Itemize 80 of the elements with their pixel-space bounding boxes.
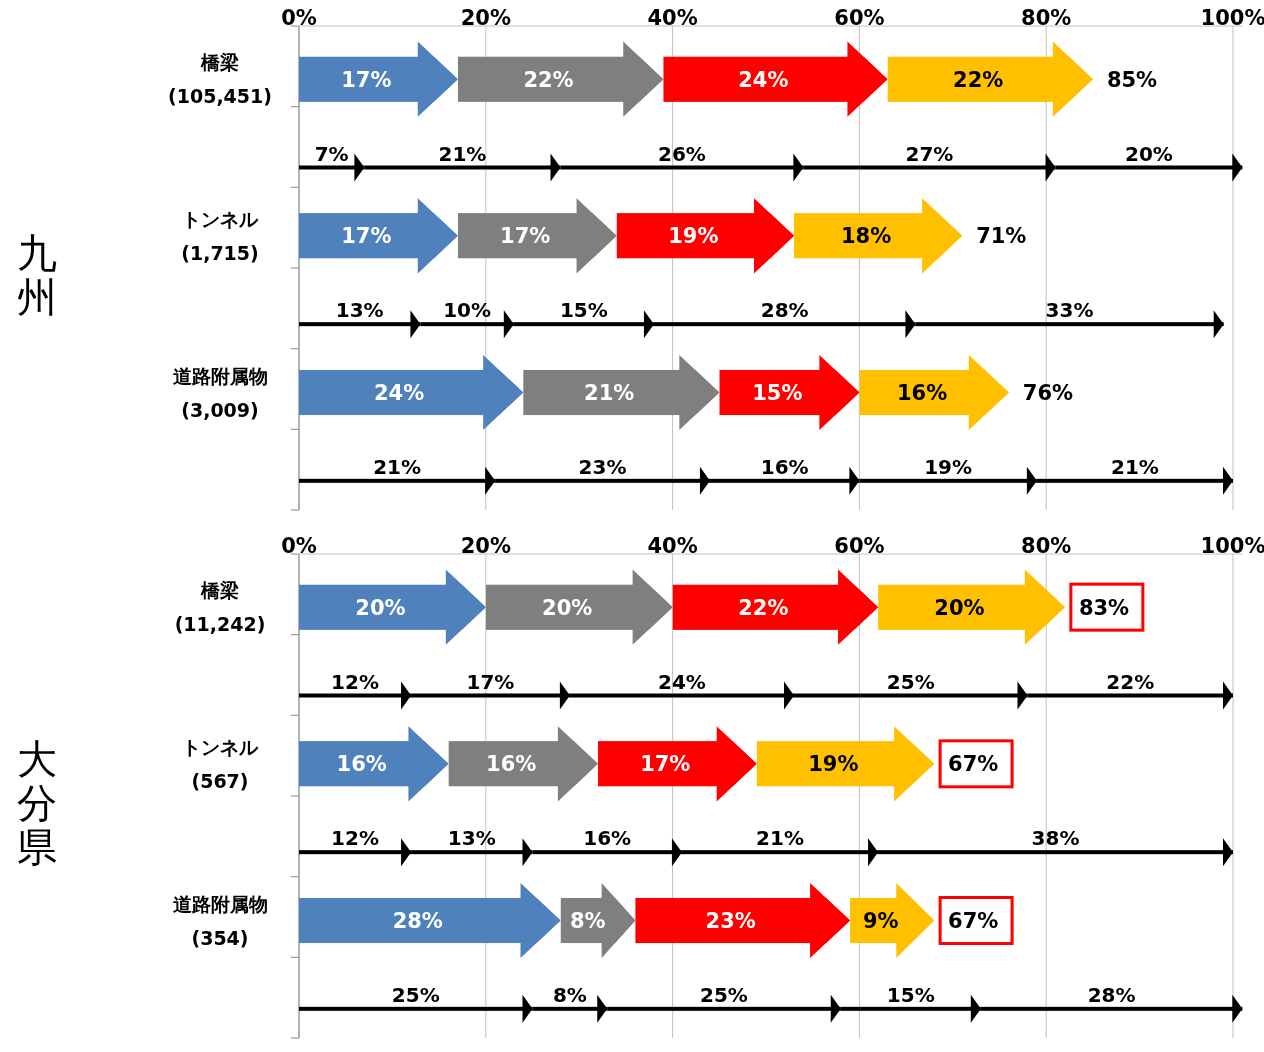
data-label: 12% [331,669,379,694]
x-tick-label: 20% [460,6,511,31]
data-label: 17% [500,224,551,249]
data-label: 9% [862,908,899,933]
y-tick-label: 道路附属物 (354) [172,892,268,949]
data-label: 8% [552,982,587,1007]
data-label: 24% [658,669,706,694]
data-label: 23% [705,908,756,933]
data-label: 17% [466,669,515,694]
y-tick-label: 橋梁 (11,242) [174,579,266,636]
data-label: 26% [658,141,706,166]
data-label: 16% [583,826,632,851]
data-label: 16% [896,380,948,405]
data-label: 21% [373,454,422,479]
data-label: 7% [314,141,349,166]
data-label: 28% [392,908,443,933]
data-label: 21% [584,380,635,405]
x-tick-label: 60% [834,534,885,559]
data-label: 21% [438,141,487,166]
data-label: 24% [373,380,425,405]
y-tick-label: 橋梁 (105,451) [168,51,272,108]
data-label: 19% [808,752,859,777]
data-label: 21% [756,826,804,851]
data-label: 38% [1031,826,1080,851]
data-label: 17% [341,224,392,249]
data-label: 12% [331,826,379,851]
data-label: 20% [355,595,406,620]
data-label: 10% [443,298,492,323]
data-label: 19% [668,224,719,249]
x-tick-label: 0% [281,6,317,31]
x-tick-label: 40% [647,6,698,31]
data-label: 20% [1125,141,1173,166]
total-label: 85% [1106,67,1158,92]
data-label: 15% [886,982,935,1007]
data-label: 28% [1087,982,1136,1007]
total-label: 76% [1022,380,1074,405]
data-label: 16% [336,752,387,777]
data-label: 27% [905,141,954,166]
data-label: 18% [840,224,892,249]
data-label: 25% [886,669,935,694]
data-label: 20% [934,595,985,620]
data-label: 19% [924,454,973,479]
data-label: 15% [559,298,608,323]
data-label: 28% [760,298,809,323]
data-label: 22% [1106,669,1155,694]
data-label: 13% [335,298,384,323]
data-label: 17% [640,752,691,777]
total-label: 67% [948,752,999,777]
text: 大分県 [17,736,57,870]
x-tick-label: 60% [834,6,885,31]
total-label: 71% [976,224,1027,249]
data-label: 8% [569,908,606,933]
data-label: 22% [738,595,789,620]
data-label: 21% [1110,454,1159,479]
x-tick-label: 0% [281,534,317,559]
x-tick-label: 80% [1021,534,1072,559]
data-label: 33% [1045,298,1094,323]
x-tick-label: 20% [460,534,511,559]
data-label: 25% [391,982,440,1007]
x-tick-label: 40% [647,534,698,559]
total-label: 83% [1078,595,1130,620]
data-label: 17% [341,67,392,92]
data-label: 25% [700,982,748,1007]
data-label: 23% [578,454,627,479]
data-label: 16% [486,752,537,777]
x-tick-label: 100% [1200,6,1264,31]
data-label: 20% [542,595,593,620]
data-label: 13% [447,826,496,851]
data-label: 16% [760,454,809,479]
total-label: 67% [948,908,999,933]
text: 九州 [17,230,57,320]
x-tick-label: 100% [1200,534,1264,559]
y-tick-label: トンネル (1,715) [181,207,259,264]
y-tick-label: トンネル (567) [182,735,259,792]
data-label: 24% [738,67,789,92]
data-label: 22% [523,67,574,92]
x-tick-label: 80% [1021,6,1072,31]
data-label: 22% [953,67,1004,92]
data-label: 15% [752,380,803,405]
y-tick-label: 道路附属物 (3,009) [172,364,268,421]
